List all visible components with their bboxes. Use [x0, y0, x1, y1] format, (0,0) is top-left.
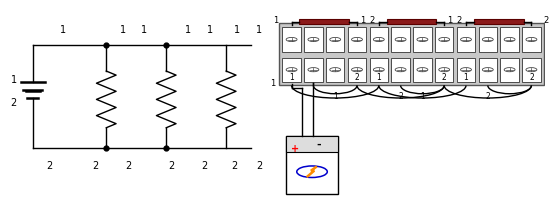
FancyBboxPatch shape [391, 27, 410, 52]
Text: 2: 2 [169, 161, 175, 171]
Text: 2: 2 [369, 16, 374, 25]
Text: 1: 1 [270, 79, 275, 88]
FancyBboxPatch shape [391, 58, 410, 82]
Text: 2: 2 [544, 16, 548, 25]
FancyBboxPatch shape [500, 27, 519, 52]
Text: 1: 1 [273, 16, 278, 25]
FancyBboxPatch shape [522, 27, 541, 52]
Text: 1: 1 [120, 25, 126, 35]
Text: 1: 1 [333, 92, 338, 101]
FancyBboxPatch shape [282, 27, 301, 52]
Text: 1: 1 [360, 16, 365, 25]
FancyBboxPatch shape [522, 58, 541, 82]
FancyBboxPatch shape [278, 23, 545, 85]
Text: 1: 1 [234, 25, 240, 35]
FancyBboxPatch shape [500, 58, 519, 82]
FancyBboxPatch shape [304, 58, 323, 82]
Text: 1: 1 [463, 73, 468, 82]
FancyBboxPatch shape [474, 19, 524, 24]
Text: -: - [316, 140, 321, 150]
Text: 1: 1 [60, 25, 66, 35]
FancyBboxPatch shape [326, 27, 344, 52]
FancyBboxPatch shape [435, 27, 453, 52]
FancyBboxPatch shape [479, 58, 497, 82]
Text: 2: 2 [256, 161, 262, 171]
FancyBboxPatch shape [435, 58, 453, 82]
Text: 1: 1 [256, 25, 262, 35]
FancyBboxPatch shape [413, 58, 432, 82]
Text: 1: 1 [447, 16, 452, 25]
FancyBboxPatch shape [299, 19, 349, 24]
Text: 1: 1 [207, 25, 213, 35]
Text: 1: 1 [289, 73, 294, 82]
FancyBboxPatch shape [282, 58, 301, 82]
FancyBboxPatch shape [304, 27, 323, 52]
FancyBboxPatch shape [457, 58, 475, 82]
Text: 2: 2 [201, 161, 208, 171]
FancyBboxPatch shape [386, 19, 436, 24]
FancyBboxPatch shape [326, 58, 344, 82]
Text: 2: 2 [456, 16, 462, 25]
Text: 1: 1 [377, 73, 381, 82]
FancyBboxPatch shape [457, 27, 475, 52]
FancyBboxPatch shape [479, 27, 497, 52]
Text: 1: 1 [142, 25, 148, 35]
Text: 1: 1 [420, 92, 425, 101]
FancyBboxPatch shape [286, 136, 338, 194]
Text: 2: 2 [125, 161, 131, 171]
Text: 2: 2 [442, 73, 446, 82]
Text: 2: 2 [485, 92, 490, 101]
FancyBboxPatch shape [348, 58, 366, 82]
Text: 2: 2 [231, 161, 238, 171]
Text: +: + [292, 144, 300, 154]
Text: 1: 1 [185, 25, 191, 35]
FancyBboxPatch shape [348, 27, 366, 52]
Text: 1: 1 [10, 75, 16, 85]
FancyBboxPatch shape [369, 58, 388, 82]
FancyBboxPatch shape [369, 27, 388, 52]
Text: 2: 2 [46, 161, 52, 171]
Text: 2: 2 [10, 98, 17, 108]
FancyBboxPatch shape [413, 27, 432, 52]
FancyBboxPatch shape [286, 136, 338, 152]
Text: 2: 2 [355, 73, 360, 82]
Text: 2: 2 [529, 73, 534, 82]
Text: 2: 2 [92, 161, 98, 171]
Text: 2: 2 [398, 92, 403, 101]
